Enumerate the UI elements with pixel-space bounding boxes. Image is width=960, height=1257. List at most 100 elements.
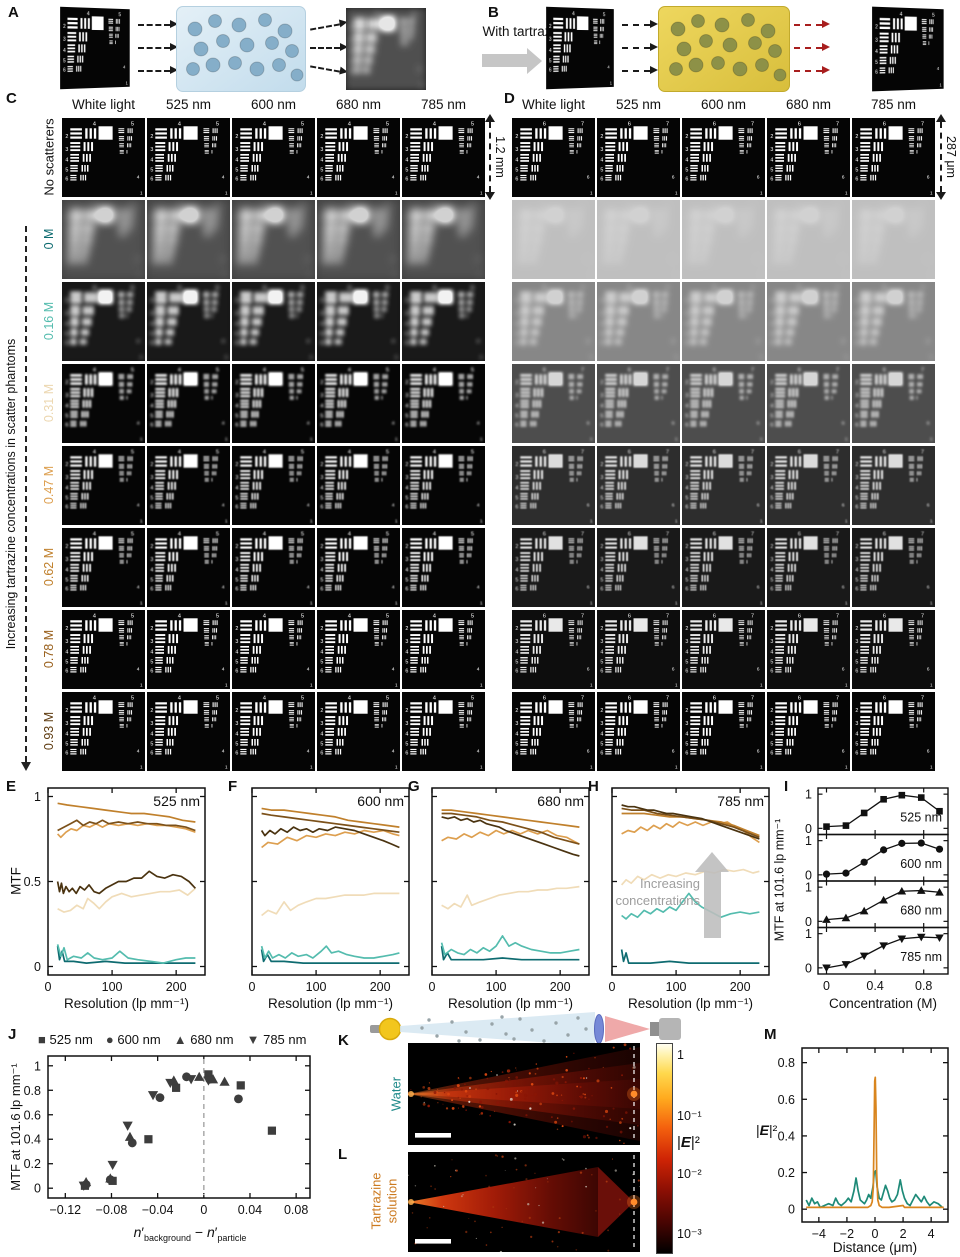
light-path-arrow	[622, 65, 658, 74]
svg-text:0: 0	[609, 980, 616, 994]
panel-c-target-image-r2c0	[62, 282, 145, 361]
panel-d-target-image-r1c1	[597, 200, 680, 279]
panel-h-label: H	[588, 778, 599, 795]
svg-text:2: 2	[900, 1227, 907, 1241]
panel-d-target-image-r5c2	[682, 528, 765, 607]
svg-text:−0.04: −0.04	[142, 1203, 174, 1217]
svg-text:0: 0	[34, 1182, 41, 1196]
panel-c-target-image-r1c2	[232, 200, 315, 279]
panel-c-target-image-r2c1	[147, 282, 230, 361]
panel-c-target-image-r0c2	[232, 118, 315, 197]
tartrazine-row-label-2: solution	[384, 1178, 400, 1224]
panel-c-target-image-r4c4	[402, 446, 485, 525]
svg-text:1: 1	[805, 881, 812, 895]
e2-axis-label: |E|²	[756, 1122, 777, 1138]
panel-d-target-image-r0c0	[512, 118, 595, 197]
column-header: White light	[71, 97, 136, 112]
square-marker-icon: ■	[38, 1032, 46, 1047]
svg-text:0.4: 0.4	[24, 1133, 41, 1147]
increasing-concentrations-annotation: Increasing concentrations	[560, 876, 700, 909]
column-header: 525 nm	[615, 97, 662, 112]
legend-item: ▼ 785 nm	[247, 1032, 307, 1047]
mtf-at-axis-label: MTF at 101.6 lp mm⁻¹	[772, 818, 787, 942]
panel-c-grid	[62, 118, 485, 771]
colorbar	[656, 1043, 673, 1254]
panel-d-target-image-r6c1	[597, 610, 680, 689]
panel-d-target-image-r2c2	[682, 282, 765, 361]
panel-f-label: F	[228, 778, 238, 795]
light-path-arrow	[622, 42, 658, 51]
panel-c-target-image-r6c1	[147, 610, 230, 689]
panel-d-target-image-r0c1	[597, 118, 680, 197]
column-header: 600 nm	[700, 97, 747, 112]
e2-part: |	[677, 1134, 681, 1151]
svg-text:1: 1	[805, 927, 812, 941]
chart-intensity-profile: −4 −2 0 2 4 0 0.2 0.4 0.6 0.8	[778, 1047, 949, 1241]
legend-item: ■ 525 nm	[38, 1032, 93, 1047]
panel-c-target-image-r2c3	[317, 282, 400, 361]
svg-text:100: 100	[486, 980, 507, 994]
camera-barrel	[650, 1022, 660, 1036]
svg-text:0.2: 0.2	[24, 1157, 41, 1171]
panel-c-target-image-r1c4	[402, 200, 485, 279]
n-symbol: n	[133, 1224, 142, 1240]
chart-mtf-680nm: 0 100 200 680 nm	[429, 787, 590, 994]
svg-text:1: 1	[805, 788, 812, 802]
svg-text:0.08: 0.08	[284, 1203, 308, 1217]
panel-c-target-image-r0c1	[147, 118, 230, 197]
panel-j-label: J	[8, 1026, 17, 1043]
subscript-particle: particle	[217, 1232, 247, 1243]
panel-c-target-image-r5c1	[147, 528, 230, 607]
circle-marker-icon: ●	[105, 1032, 114, 1047]
panel-d-target-image-r7c1	[597, 692, 680, 771]
e2-part: |²	[690, 1134, 700, 1151]
scale-label-d: 287 μm	[944, 136, 958, 178]
svg-text:1: 1	[805, 834, 812, 848]
panel-d-target-image-r5c0	[512, 528, 595, 607]
row-label-concentration: 0.47 M	[42, 465, 56, 505]
column-header: 785 nm	[870, 97, 917, 112]
increasing-concentrations-arrow-icon	[695, 852, 729, 938]
light-path-arrow-red	[794, 65, 830, 74]
distance-axis-label: Distance (μm)	[832, 1240, 918, 1255]
panel-d-target-image-r1c0	[512, 200, 595, 279]
annotation-line: concentrations	[615, 892, 700, 908]
column-header: 680 nm	[785, 97, 832, 112]
svg-text:0: 0	[45, 980, 52, 994]
resolution-axis-label: Resolution (lp mm⁻¹)	[628, 996, 753, 1011]
svg-text:600 nm: 600 nm	[900, 857, 942, 871]
svg-text:0.8: 0.8	[915, 979, 932, 993]
panel-c-target-image-r0c3	[317, 118, 400, 197]
panel-c-target-image-r4c1	[147, 446, 230, 525]
svg-text:785 nm: 785 nm	[717, 793, 764, 809]
panel-c-target-image-r7c4	[402, 692, 485, 771]
panel-c-target-image-r6c2	[232, 610, 315, 689]
transform-arrow-icon	[482, 47, 542, 74]
panel-d-target-image-r7c4	[852, 692, 935, 771]
svg-text:200: 200	[370, 980, 391, 994]
panel-d-column-headers: White light 525 nm 600 nm 680 nm 785 nm	[512, 97, 935, 112]
panel-d-target-image-r3c0	[512, 364, 595, 443]
panel-d-target-image-r3c2	[682, 364, 765, 443]
panel-d-target-image-r5c3	[767, 528, 850, 607]
annotation-line: Increasing	[640, 876, 700, 891]
panel-d-target-image-r7c2	[682, 692, 765, 771]
light-path-arrow-red	[794, 42, 830, 51]
panel-d-target-image-r7c3	[767, 692, 850, 771]
minus: −	[191, 1224, 207, 1240]
panel-c-target-image-r7c2	[232, 692, 315, 771]
svg-text:200: 200	[166, 980, 187, 994]
mtf-at-axis-label-j: MTF at 101.6 lp mm⁻¹	[8, 1063, 23, 1191]
water-row-label: Water	[388, 1076, 404, 1112]
svg-text:0: 0	[34, 960, 41, 974]
resolution-target-a-input	[60, 6, 130, 90]
resolution-target-b-output-clear	[872, 6, 944, 92]
svg-text:0: 0	[788, 1203, 795, 1217]
refractive-index-axis-label: n′background − n′particle	[80, 1224, 300, 1243]
svg-text:1: 1	[34, 1059, 41, 1073]
legend-label: 600 nm	[117, 1032, 161, 1047]
lens-icon	[594, 1014, 604, 1044]
panel-d-grid	[512, 118, 935, 771]
prime: ′	[141, 1224, 144, 1240]
